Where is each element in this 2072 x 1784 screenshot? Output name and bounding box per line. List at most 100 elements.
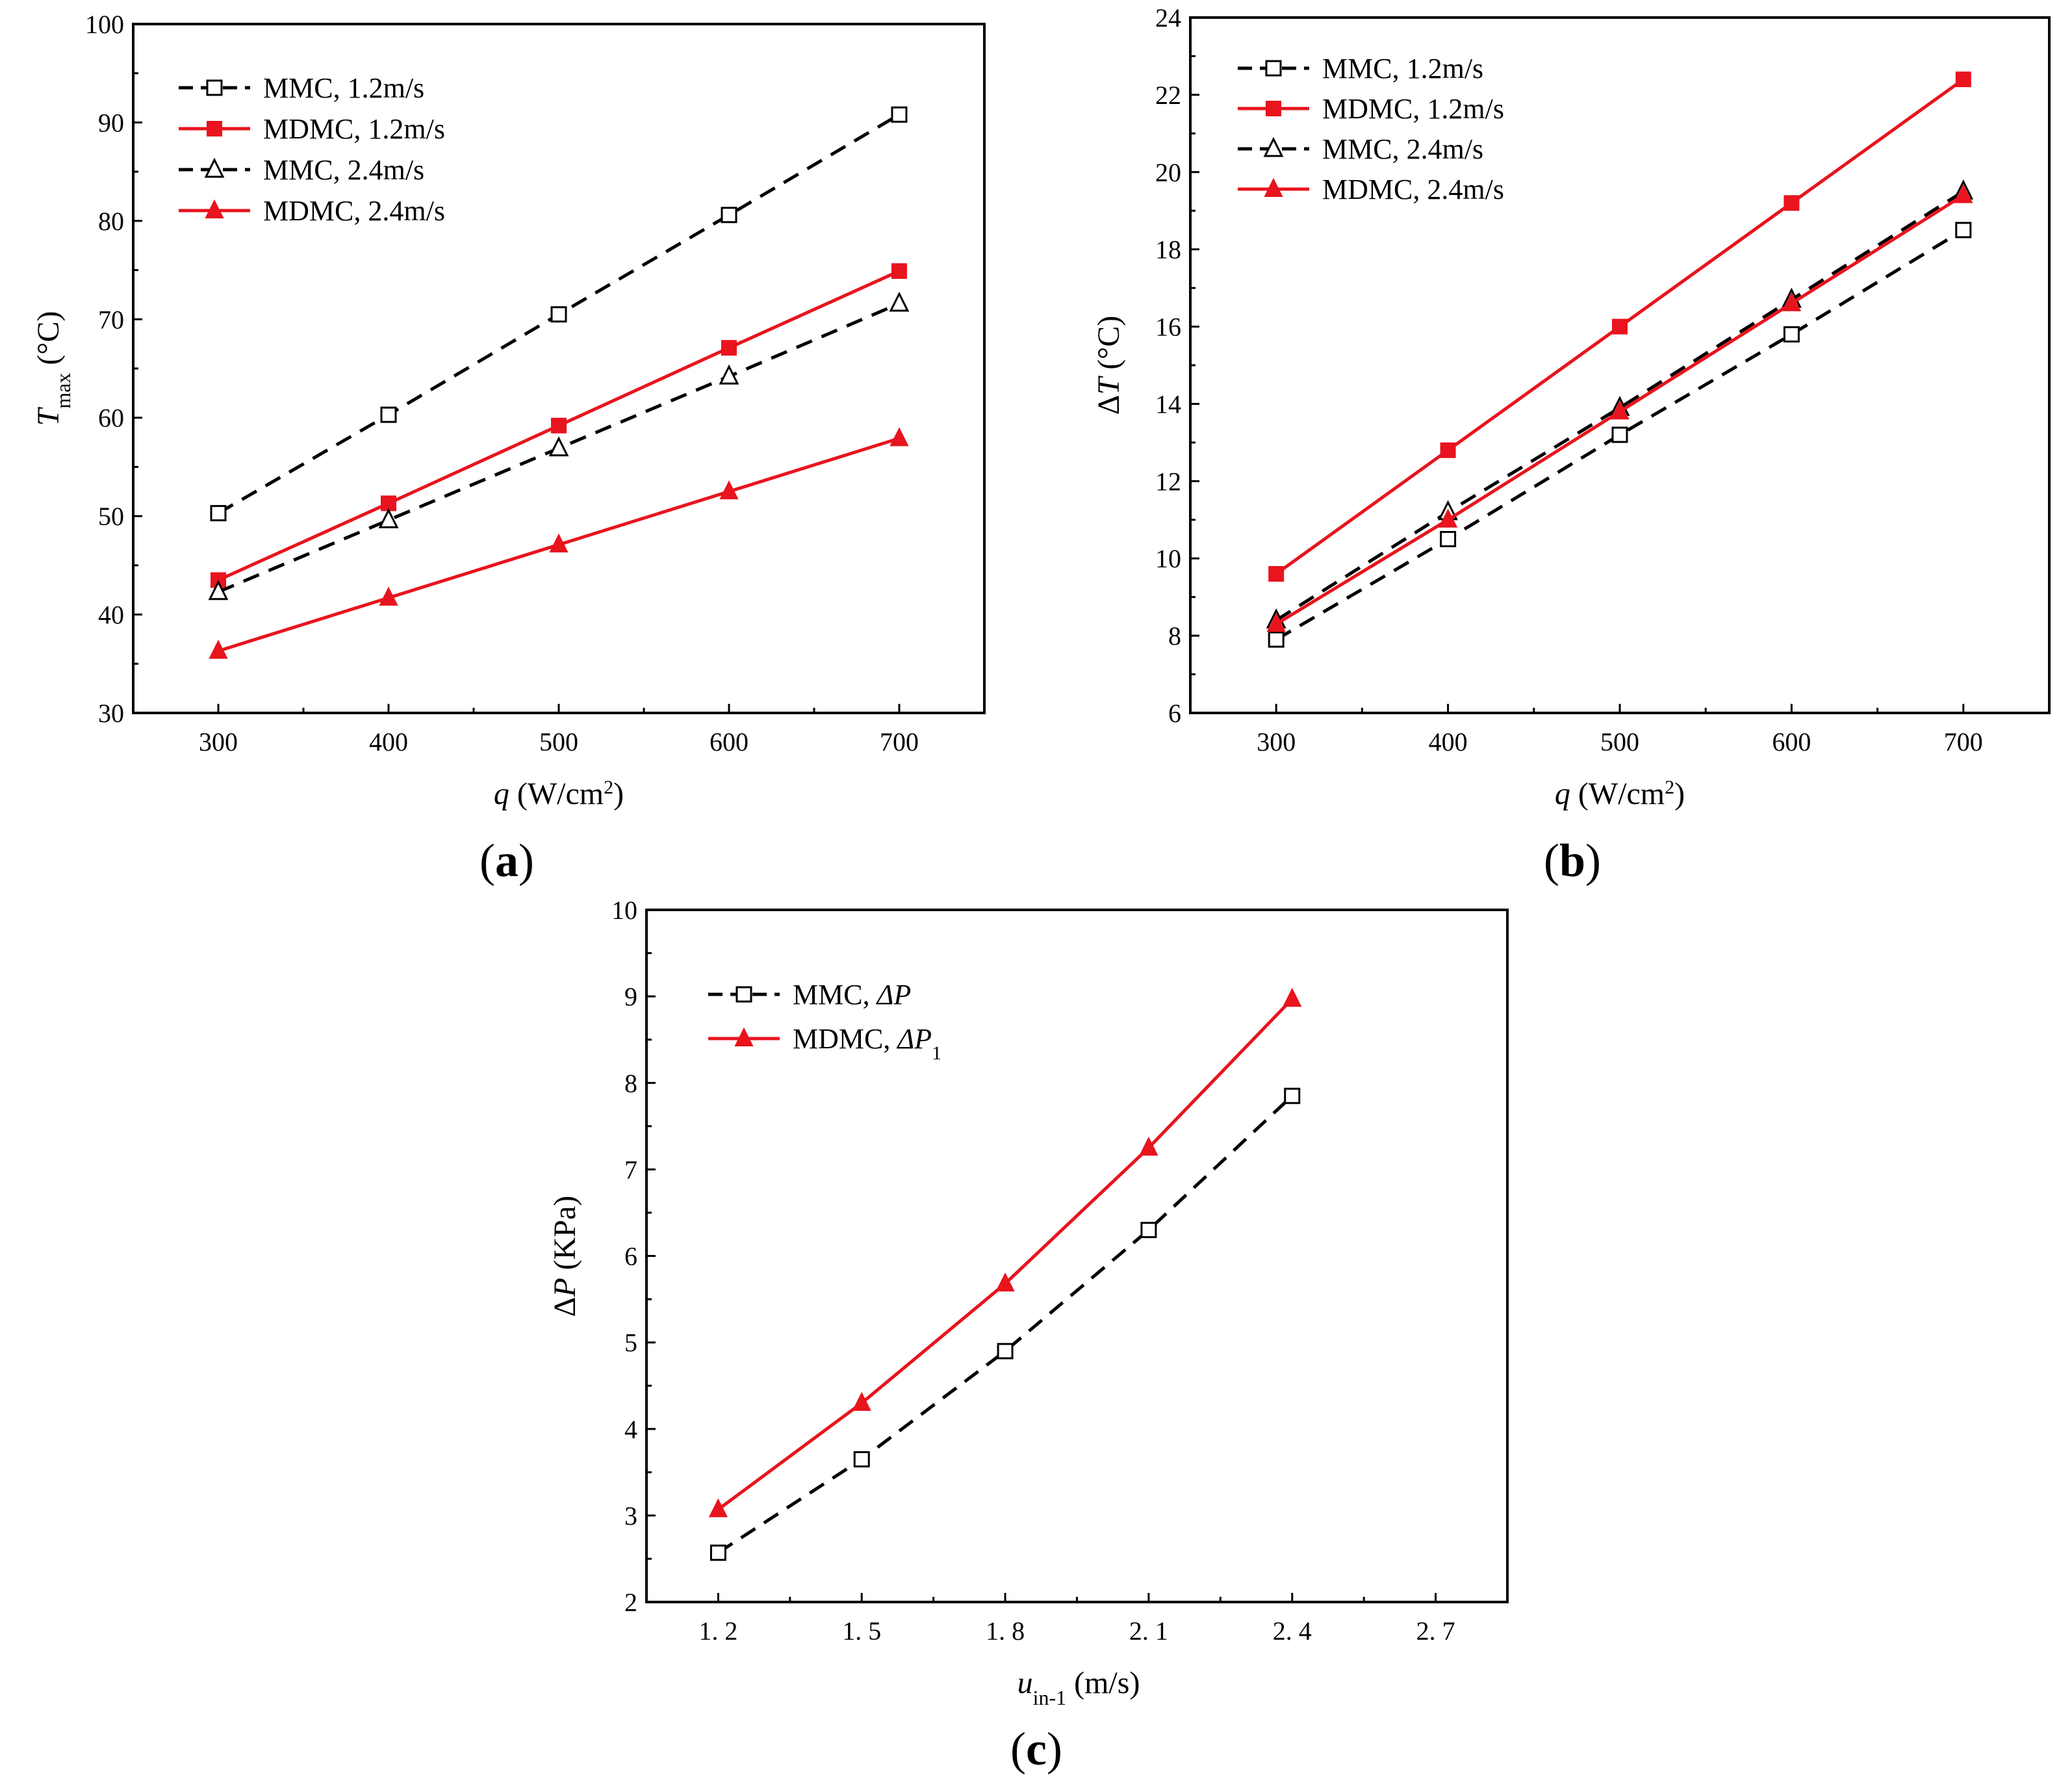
legend-marker-b-2 bbox=[1263, 136, 1284, 157]
legend-marker-c-0 bbox=[735, 986, 752, 1003]
x-tick-label: 500 bbox=[539, 727, 578, 756]
x-tick-label: 300 bbox=[199, 727, 238, 756]
panel-label-b: (b) bbox=[1544, 834, 1601, 886]
y-tick-label: 16 bbox=[1155, 313, 1181, 342]
x-tick-label: 700 bbox=[880, 727, 919, 756]
y-tick-label: 60 bbox=[98, 404, 124, 433]
data-point-b-3-1 bbox=[1438, 508, 1458, 528]
data-point-c-1-4 bbox=[1283, 987, 1302, 1007]
y-tick-label: 12 bbox=[1155, 467, 1181, 496]
data-point-a-0-2 bbox=[550, 306, 567, 323]
data-point-b-0-3 bbox=[1783, 326, 1800, 343]
x-tick-label: 300 bbox=[1257, 727, 1296, 756]
y-tick-label: 100 bbox=[85, 10, 124, 39]
data-point-c-1-3 bbox=[1139, 1136, 1158, 1156]
legend-marker-c-1 bbox=[734, 1027, 754, 1046]
data-point-b-0-2 bbox=[1611, 426, 1628, 443]
x-tick-label: 600 bbox=[710, 727, 748, 756]
data-point-a-0-3 bbox=[721, 207, 737, 224]
legend-label-b-3: MDMC, 2.4m/s bbox=[1322, 174, 1504, 205]
legend-marker-b-0 bbox=[1265, 60, 1282, 77]
data-point-a-2-4 bbox=[889, 291, 910, 312]
y-tick-label: 8 bbox=[1168, 621, 1181, 651]
data-point-b-1-4 bbox=[1955, 71, 1971, 88]
x-axis-label-a: q (W/cm2) bbox=[494, 777, 624, 812]
y-tick-label: 10 bbox=[1155, 544, 1181, 573]
data-point-b-1-3 bbox=[1784, 195, 1800, 211]
data-point-b-1-0 bbox=[1268, 566, 1285, 582]
legend-marker-b-1 bbox=[1266, 101, 1281, 116]
legend-marker-b-3 bbox=[1264, 177, 1283, 197]
legend-marker-a-0 bbox=[206, 79, 223, 96]
y-axis-label-c: ΔP (KPa) bbox=[548, 1196, 582, 1317]
y-tick-label: 6 bbox=[624, 1242, 637, 1271]
data-point-a-3-3 bbox=[719, 480, 739, 500]
y-tick-label: 9 bbox=[624, 982, 637, 1011]
data-point-c-1-2 bbox=[995, 1272, 1015, 1292]
data-point-a-2-1 bbox=[378, 508, 399, 528]
y-tick-label: 20 bbox=[1155, 158, 1181, 187]
data-point-a-3-4 bbox=[889, 427, 909, 446]
legend-label-a-3: MDMC, 2.4m/s bbox=[263, 195, 445, 227]
x-tick-label: 2. 4 bbox=[1273, 1616, 1312, 1646]
data-point-b-3-3 bbox=[1782, 292, 1802, 311]
y-tick-label: 3 bbox=[624, 1501, 637, 1531]
x-tick-label: 400 bbox=[369, 727, 408, 756]
data-point-c-0-2 bbox=[997, 1343, 1014, 1360]
y-tick-label: 4 bbox=[624, 1415, 637, 1444]
y-tick-label: 6 bbox=[1168, 699, 1181, 728]
y-tick-label: 22 bbox=[1155, 81, 1181, 110]
data-point-c-1-0 bbox=[708, 1498, 728, 1518]
axes-frame-c bbox=[645, 909, 1509, 1603]
series-line-b-0 bbox=[1275, 228, 1965, 641]
data-point-b-1-2 bbox=[1612, 318, 1628, 335]
data-point-a-2-2 bbox=[548, 436, 569, 457]
chart-panel-c: 2 3 4 5 6 7 8 9 10 1. 2 1. 5 1. 8 2. 1 2. 4 2. 7 MMC, … bbox=[548, 896, 1509, 1775]
data-point-b-0-4 bbox=[1955, 222, 1972, 239]
y-tick-label: 10 bbox=[611, 896, 637, 925]
data-point-c-0-4 bbox=[1284, 1087, 1301, 1104]
legend-label-a-1: MDMC, 1.2m/s bbox=[263, 113, 445, 145]
x-tick-label: 2. 7 bbox=[1416, 1616, 1455, 1646]
panel-label-c: (c) bbox=[1010, 1723, 1062, 1775]
data-point-a-3-1 bbox=[379, 586, 398, 606]
series-line-c-0 bbox=[717, 1094, 1294, 1555]
data-point-a-0-4 bbox=[891, 106, 908, 123]
data-point-b-0-0 bbox=[1268, 631, 1285, 648]
data-point-b-3-4 bbox=[1954, 184, 1973, 203]
data-point-b-0-1 bbox=[1440, 531, 1457, 547]
legend-marker-a-1 bbox=[207, 121, 222, 136]
x-tick-label: 400 bbox=[1429, 727, 1468, 756]
data-point-a-1-3 bbox=[721, 340, 737, 356]
data-point-a-0-0 bbox=[210, 505, 227, 522]
y-tick-label: 7 bbox=[624, 1155, 637, 1184]
legend-label-a-0: MMC, 1.2m/s bbox=[263, 72, 424, 104]
y-tick-label: 24 bbox=[1155, 3, 1181, 32]
data-point-a-2-0 bbox=[208, 580, 229, 601]
y-tick-label: 14 bbox=[1155, 389, 1181, 419]
y-tick-label: 90 bbox=[98, 108, 124, 137]
data-point-c-0-3 bbox=[1140, 1222, 1157, 1239]
data-point-b-3-2 bbox=[1610, 400, 1630, 420]
y-axis-label-b: ΔT (°C) bbox=[1092, 316, 1126, 415]
legend-label-b-0: MMC, 1.2m/s bbox=[1322, 53, 1483, 84]
legend-label-b-1: MDMC, 1.2m/s bbox=[1322, 93, 1504, 125]
data-point-c-1-1 bbox=[852, 1391, 871, 1411]
series-line-c-1 bbox=[717, 998, 1294, 1511]
y-axis-label-a: Tmax (°C) bbox=[31, 311, 75, 426]
x-tick-label: 1. 2 bbox=[698, 1616, 737, 1646]
legend-marker-a-3 bbox=[205, 199, 224, 218]
data-point-a-3-0 bbox=[209, 640, 228, 659]
data-point-c-0-1 bbox=[853, 1451, 870, 1467]
x-tick-label: 2. 1 bbox=[1129, 1616, 1168, 1646]
legend-label-c-0: MMC, ΔP bbox=[793, 979, 911, 1011]
y-tick-label: 5 bbox=[624, 1328, 637, 1358]
y-tick-label: 2 bbox=[624, 1588, 637, 1617]
x-tick-label: 1. 5 bbox=[842, 1616, 881, 1646]
x-axis-label-b: q (W/cm2) bbox=[1555, 777, 1685, 812]
data-point-a-1-2 bbox=[551, 417, 567, 433]
y-tick-label: 40 bbox=[98, 601, 124, 630]
chart-panel-b: 6 8 10 12 14 16 18 20 22 24 300 400 500 600 700 MMC, 1… bbox=[1092, 3, 2051, 886]
y-tick-label: 70 bbox=[98, 305, 124, 334]
